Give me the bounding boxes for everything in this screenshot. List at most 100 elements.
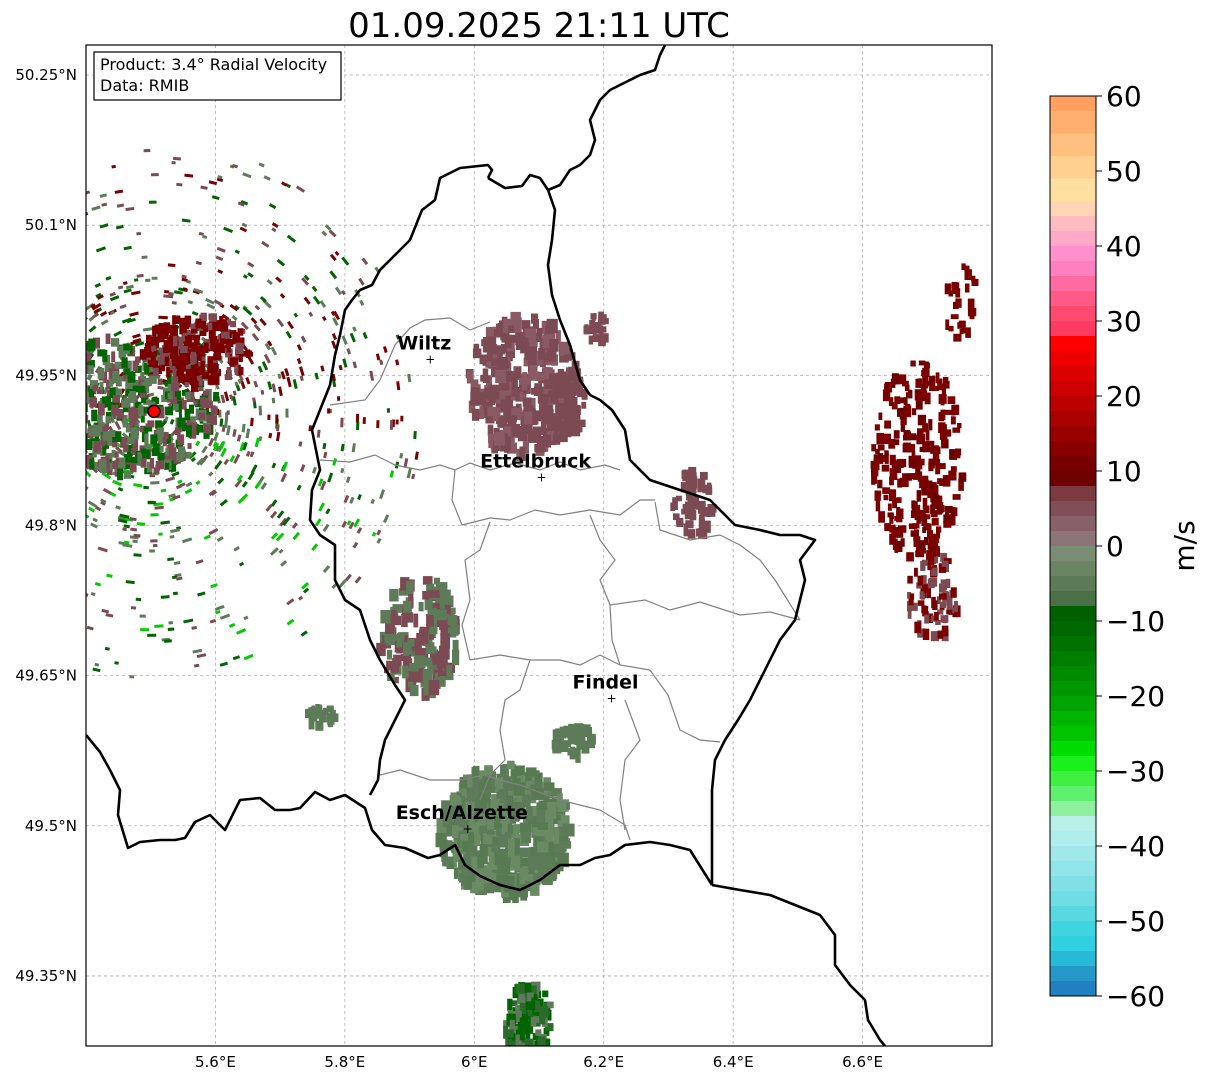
echo-cell — [930, 510, 938, 518]
canton-boundary — [619, 699, 641, 831]
echo-cell — [91, 312, 100, 319]
echo-cell — [99, 193, 108, 198]
echo-cell — [263, 175, 271, 181]
echo-cell — [932, 533, 940, 544]
echo-cell — [53, 340, 60, 349]
echo-cell — [397, 633, 405, 644]
echo-cell — [15, 429, 20, 439]
colorbar-segment — [1050, 441, 1096, 457]
echo-cell — [910, 360, 916, 367]
colorbar-segment — [1050, 831, 1096, 847]
colorbar-segment — [1050, 591, 1096, 607]
echo-cell — [493, 860, 501, 873]
echo-cell — [224, 419, 228, 428]
echo-cell — [574, 404, 581, 415]
echo-cell — [245, 450, 251, 457]
echo-cell — [466, 370, 474, 384]
echo-cell — [60, 418, 67, 427]
echo-cell — [448, 627, 457, 638]
echo-cell — [102, 446, 106, 455]
echo-cell — [443, 840, 453, 851]
echo-cell — [490, 798, 501, 811]
echo-cell — [888, 489, 897, 502]
echo-cell — [229, 303, 239, 312]
echo-cell — [922, 497, 928, 510]
echo-cell — [72, 432, 78, 440]
echo-cell — [702, 484, 713, 494]
echo-cell — [39, 283, 47, 290]
echo-cell — [187, 300, 194, 305]
echo-cell — [147, 633, 157, 637]
echo-cell — [917, 600, 925, 606]
echo-cell — [190, 326, 198, 334]
echo-cell — [296, 357, 302, 365]
echo-cell — [538, 348, 546, 360]
echo-cell — [231, 315, 238, 321]
echo-cell — [207, 356, 216, 368]
echo-cell — [53, 391, 58, 402]
echo-cell — [914, 389, 923, 401]
echo-cell — [341, 520, 348, 528]
echo-cell — [317, 705, 323, 715]
echo-cell — [953, 333, 962, 342]
echo-cell — [196, 457, 205, 466]
echo-cell — [246, 349, 251, 358]
echo-cell — [271, 383, 277, 393]
echo-cell — [894, 396, 901, 404]
echo-cell — [167, 557, 175, 562]
echo-cell — [329, 270, 338, 280]
echo-cell — [929, 376, 936, 382]
y-axis: 50.25°N50.1°N49.95°N49.8°N49.65°N49.5°N4… — [15, 66, 77, 985]
echo-cell — [920, 583, 928, 594]
echo-cell — [254, 437, 260, 448]
echo-cell — [278, 548, 284, 554]
echo-cell — [522, 794, 531, 808]
echo-cell — [205, 401, 213, 409]
echo-cell — [519, 1013, 529, 1023]
echo-cell — [153, 544, 158, 548]
echo-cell — [111, 404, 119, 416]
echo-cell — [560, 745, 569, 752]
echo-cell — [114, 469, 119, 477]
echo-cell — [164, 639, 172, 643]
echo-cell — [534, 410, 542, 422]
echo-cell — [250, 417, 254, 427]
echo-cell — [32, 426, 36, 433]
echo-cell — [553, 814, 561, 825]
echo-cell — [89, 380, 99, 389]
echo-cell — [182, 537, 193, 544]
echo-cell — [119, 376, 127, 382]
echo-cell — [88, 316, 94, 322]
echo-cell — [884, 523, 891, 532]
echo-cell — [950, 510, 956, 521]
colorbar-segment — [1050, 906, 1096, 922]
echo-cell — [140, 415, 145, 423]
echo-cell — [543, 1027, 550, 1036]
echo-cell — [522, 337, 529, 353]
echo-cell — [239, 442, 246, 452]
echo-cell — [280, 472, 288, 483]
echo-cell — [92, 461, 101, 470]
colorbar-segment — [1050, 816, 1096, 832]
echo-cell — [305, 708, 313, 719]
echo-cell — [92, 384, 99, 392]
echo-cell — [210, 406, 218, 415]
echo-cell — [45, 612, 52, 618]
echo-cell — [472, 778, 480, 796]
echo-cell — [508, 325, 514, 334]
echo-cell — [121, 317, 132, 324]
echo-cell — [560, 402, 568, 419]
echo-cell — [911, 408, 917, 416]
colorbar-segment — [1050, 696, 1096, 712]
echo-cell — [142, 327, 154, 332]
echo-cell — [511, 773, 522, 782]
echo-cell — [94, 282, 102, 288]
echo-cell — [241, 423, 246, 433]
echo-cell — [182, 287, 188, 292]
echo-cell — [920, 575, 927, 585]
echo-cell — [940, 615, 949, 623]
echo-cell — [924, 392, 931, 405]
echo-cell — [871, 468, 879, 477]
echo-cell — [114, 189, 124, 194]
echo-cell — [487, 348, 493, 362]
